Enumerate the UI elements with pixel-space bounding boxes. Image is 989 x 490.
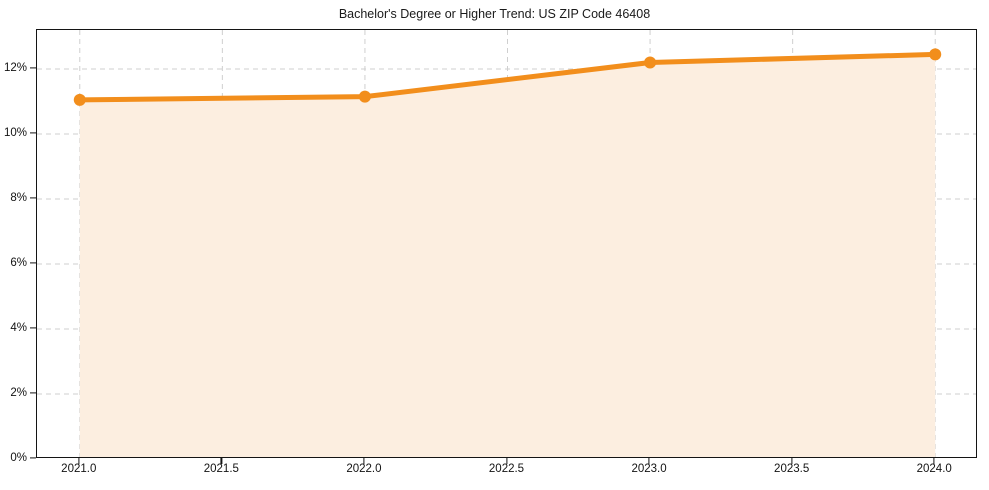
data-point-marker	[358, 90, 371, 103]
x-axis-tick-label: 2021.0	[61, 463, 97, 475]
x-axis-tick-mark	[220, 458, 222, 464]
x-axis-tick-label: 2021.5	[203, 463, 239, 475]
y-axis-tick-label: 0%	[10, 452, 27, 464]
y-axis-tick-mark	[30, 132, 36, 134]
x-axis-tick-mark	[505, 458, 508, 464]
y-axis-tick-mark	[30, 392, 36, 394]
area-fill-region	[79, 54, 936, 457]
x-axis-tick-label: 2024.0	[916, 463, 952, 475]
plot-area	[36, 29, 977, 458]
y-axis-tick-labels: 0% 2% 4% 6% 8% 10% 12%	[0, 0, 27, 490]
y-axis-tick-label: 10%	[3, 127, 27, 139]
series-data-point-markers	[73, 48, 942, 106]
y-axis-tick-label: 4%	[10, 322, 27, 334]
x-axis-tick-mark	[363, 458, 365, 464]
y-axis-tick-label: 8%	[10, 192, 27, 204]
chart-plot-svg	[37, 30, 976, 457]
y-axis-tick-label: 2%	[10, 387, 27, 399]
x-axis-tick-mark	[648, 458, 650, 464]
data-point-marker	[644, 56, 657, 69]
y-axis-tick-label: 12%	[3, 62, 27, 74]
x-axis-tick-mark	[933, 458, 935, 464]
data-point-marker	[73, 93, 86, 106]
y-axis-tick-mark	[30, 197, 36, 199]
x-axis-tick-mark	[791, 458, 793, 464]
x-axis-tick-label: 2023.0	[631, 463, 667, 475]
x-axis-tick-label: 2023.5	[774, 463, 810, 475]
series-line	[77, 51, 938, 103]
chart-title: Bachelor's Degree or Higher Trend: US ZI…	[338, 7, 651, 21]
x-axis-tick-label: 2022.5	[488, 463, 525, 475]
y-axis-tick-mark	[30, 457, 36, 459]
y-axis-tick-mark	[30, 327, 36, 329]
y-axis-tick-mark	[30, 262, 36, 264]
y-axis-tick-label: 6%	[10, 257, 27, 269]
x-axis-tick-mark	[78, 458, 80, 464]
y-axis-tick-mark	[30, 67, 36, 69]
data-point-marker	[929, 48, 942, 61]
x-axis-tick-label: 2022.0	[346, 463, 382, 475]
